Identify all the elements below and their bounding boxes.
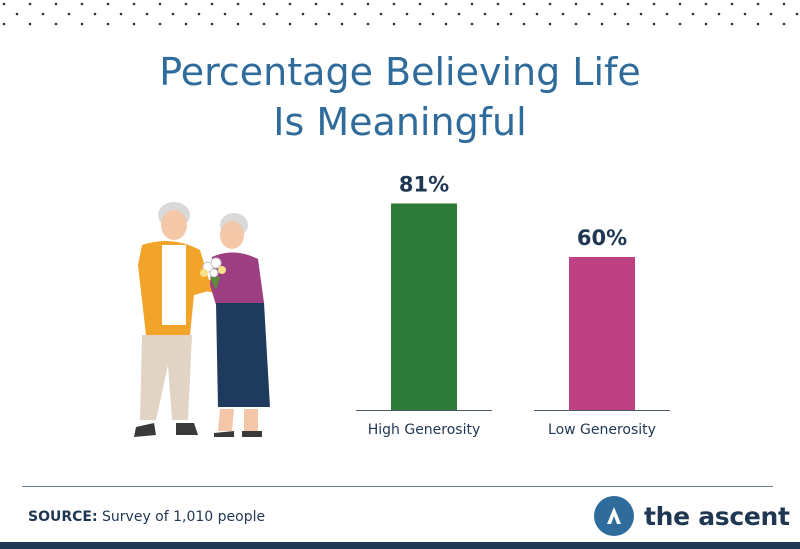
brand-name: the ascent	[644, 501, 790, 531]
bar-1	[569, 257, 635, 410]
category-label-1: Low Generosity	[548, 422, 656, 438]
value-label-1: 60%	[577, 226, 627, 250]
man-figure	[134, 202, 218, 437]
chart-title: Percentage Believing Life Is Meaningful	[0, 47, 800, 147]
ascent-logo-icon	[594, 496, 634, 536]
source-note: SOURCE: Survey of 1,010 people	[28, 509, 265, 525]
dotted-header-pattern	[2, 2, 799, 26]
source-text: Survey of 1,010 people	[102, 509, 266, 525]
flower-bouquet	[200, 257, 226, 290]
category-label-0: High Generosity	[368, 422, 481, 438]
woman-figure	[210, 213, 270, 437]
elderly-couple-with-flowers-illustration	[134, 202, 270, 437]
value-label-0: 81%	[399, 172, 449, 196]
source-label: SOURCE:	[28, 509, 98, 525]
bar-0	[391, 203, 457, 410]
chart-title-line-1: Percentage Believing Life	[159, 50, 641, 94]
chart-title-line-2: Is Meaningful	[273, 100, 527, 144]
bottom-bar	[0, 542, 800, 549]
footer-divider	[22, 486, 773, 487]
brand-logo: the ascent	[594, 495, 790, 537]
